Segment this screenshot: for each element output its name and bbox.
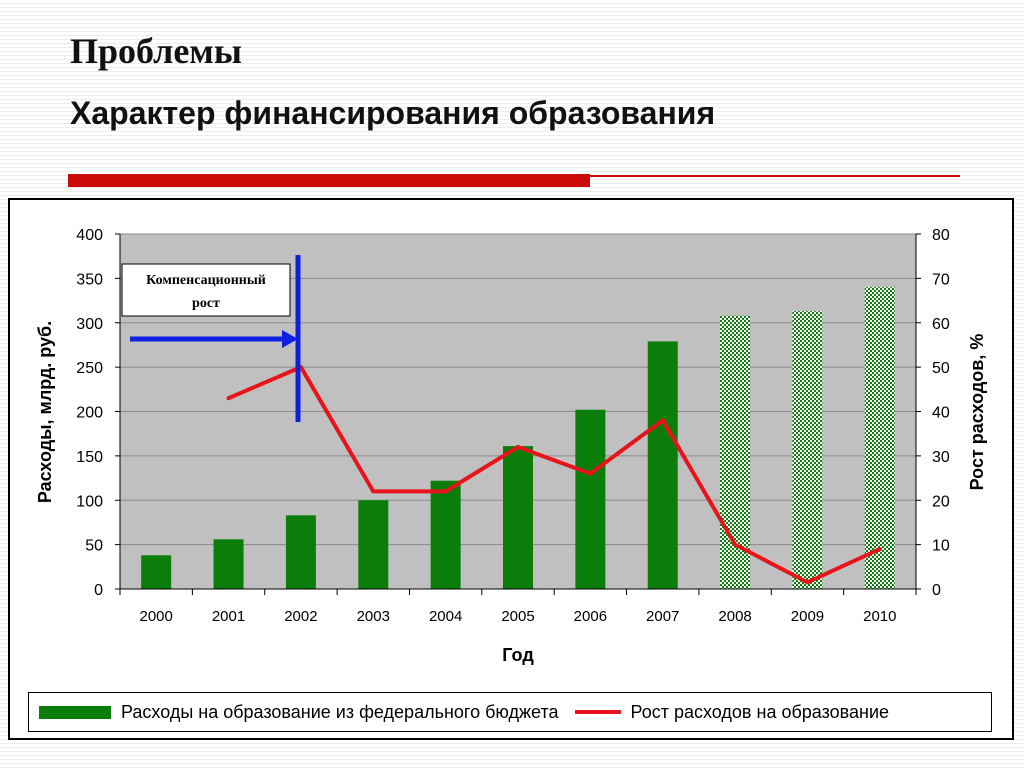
bar-forecast [864, 287, 895, 589]
x-tick-label: 2010 [863, 608, 896, 625]
growth-point [660, 418, 665, 423]
x-tick-label: 2001 [212, 608, 245, 625]
legend-swatch-bar [39, 705, 111, 719]
page-title: Проблемы [70, 31, 242, 71]
legend: Расходы на образование из федерального б… [28, 692, 992, 732]
annotation-arrow-head [282, 330, 298, 348]
accent-bar [68, 174, 590, 187]
y-tick-label: 300 [76, 316, 103, 333]
growth-line [227, 365, 881, 585]
x-tick-label: 2005 [501, 608, 534, 625]
y2-tick-label: 50 [932, 360, 950, 377]
bar-forecast [792, 311, 823, 589]
growth-point [877, 547, 882, 552]
y-tick-label: 0 [94, 582, 103, 599]
y-tick-label: 50 [85, 538, 103, 555]
x-tick-label: 2009 [791, 608, 824, 625]
y2-tick-label: 80 [932, 227, 950, 244]
x-tick-label: 2004 [429, 608, 462, 625]
legend-label-line: Рост расходов на образование [630, 701, 890, 722]
x-tick-label: 2008 [718, 608, 751, 625]
legend-label-bar: Расходы на образование из федерального б… [121, 701, 559, 722]
x-tick-label: 2000 [139, 608, 172, 625]
bar [141, 555, 172, 589]
y-tick-label: 200 [76, 405, 103, 422]
y2-axis-title: Рост расходов, % [967, 334, 987, 491]
growth-point [733, 542, 738, 547]
y2-tick-label: 60 [932, 316, 950, 333]
bar [213, 539, 244, 589]
y2-tick-label: 20 [932, 493, 950, 510]
annotation-text-line2: рост [192, 296, 220, 311]
y-tick-label: 100 [76, 493, 103, 510]
page-subtitle: Характер финансирования образования [70, 95, 716, 131]
y2-tick-label: 30 [932, 449, 950, 466]
growth-point [805, 580, 810, 585]
y2-tick-label: 10 [932, 538, 950, 555]
y-tick-label: 350 [76, 271, 103, 288]
y2-tick-label: 40 [932, 405, 950, 422]
x-tick-label: 2003 [357, 608, 390, 625]
annotation-box [121, 263, 291, 317]
y-tick-label: 400 [76, 227, 103, 244]
bar [285, 515, 316, 589]
bar [647, 341, 678, 589]
x-tick-label: 2007 [646, 608, 679, 625]
x-axis-title: Год [502, 645, 534, 665]
y-tick-label: 150 [76, 449, 103, 466]
x-tick-label: 2002 [284, 608, 317, 625]
growth-point [588, 471, 593, 476]
y-axis-title: Расходы, млрд. руб. [35, 321, 55, 503]
annotation-text-line1: Компенсационный [146, 273, 266, 288]
growth-point [371, 489, 376, 494]
y2-tick-label: 0 [932, 582, 941, 599]
bar [430, 480, 461, 589]
legend-swatch-line [574, 710, 621, 714]
growth-point [226, 396, 231, 401]
growth-point [443, 489, 448, 494]
y-tick-label: 250 [76, 360, 103, 377]
y2-tick-label: 70 [932, 271, 950, 288]
growth-point [516, 445, 520, 449]
accent-line [590, 175, 960, 177]
x-tick-label: 2006 [574, 608, 607, 625]
bar [575, 409, 606, 589]
bar [503, 446, 533, 589]
bar [358, 500, 389, 589]
